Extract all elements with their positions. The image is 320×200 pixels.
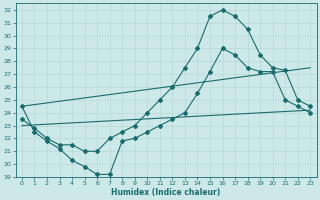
- X-axis label: Humidex (Indice chaleur): Humidex (Indice chaleur): [111, 188, 221, 197]
